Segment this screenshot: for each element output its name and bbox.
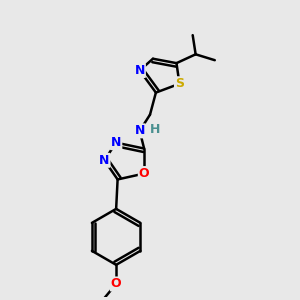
Text: N: N (99, 154, 110, 167)
Text: N: N (111, 136, 121, 149)
Text: S: S (175, 77, 184, 90)
Text: N: N (134, 124, 145, 137)
Text: O: O (139, 167, 149, 180)
Text: H: H (150, 123, 160, 136)
Text: O: O (111, 278, 122, 290)
Text: N: N (134, 64, 145, 77)
